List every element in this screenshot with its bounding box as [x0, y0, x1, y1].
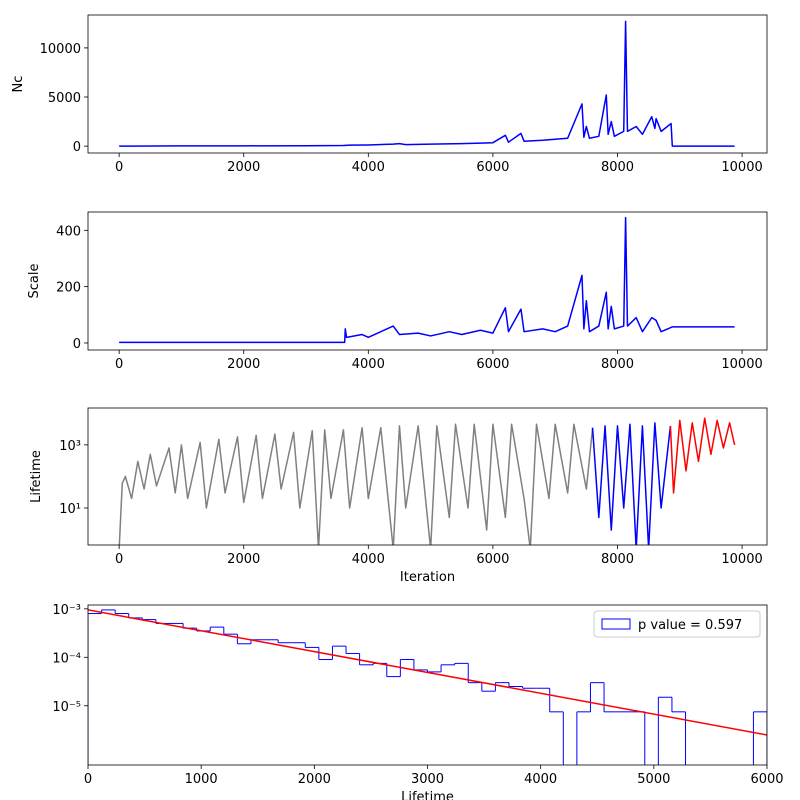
series-line: [119, 216, 735, 344]
axes-frame: [87, 14, 768, 154]
y-axis-label: Scale: [27, 264, 42, 299]
x-tick-label: 0: [115, 357, 123, 372]
fit-line: [88, 609, 767, 736]
x-tick-label: 2000: [227, 160, 260, 175]
y-axis-label: Nc: [11, 76, 26, 93]
x-tick-label: 2000: [298, 772, 331, 787]
x-axis-label: Lifetime: [401, 790, 454, 800]
x-tick-label: 4000: [352, 160, 385, 175]
x-tick-label: 0: [115, 552, 123, 567]
legend-label: p value = 0.597: [638, 618, 742, 633]
x-tick-label: 3000: [411, 772, 444, 787]
x-tick-label: 10000: [721, 552, 762, 567]
x-tick-label: 1000: [185, 772, 218, 787]
x-tick-label: 4000: [352, 357, 385, 372]
y-tick-label: 10000: [40, 42, 81, 57]
y-tick-label: 10⁻³: [52, 603, 81, 618]
x-axis-label: Iteration: [400, 570, 455, 585]
plot-area: [118, 417, 736, 545]
y-tick-label: 10³: [59, 439, 81, 454]
plot-area: [119, 216, 735, 344]
y-tick-label: 200: [56, 281, 81, 296]
x-tick-label: 2000: [227, 357, 260, 372]
axes-frame: [87, 407, 768, 546]
plot-area: [119, 20, 735, 147]
y-tick-label: 5000: [48, 91, 81, 106]
x-tick-label: 4000: [524, 772, 557, 787]
y-tick-label: 10⁻⁵: [52, 700, 81, 715]
series-line: [119, 20, 735, 147]
x-tick-label: 8000: [601, 552, 634, 567]
legend-box: [593, 610, 761, 638]
x-tick-label: 2000: [227, 552, 260, 567]
x-tick-label: 8000: [601, 160, 634, 175]
y-tick-label: 10⁻⁴: [52, 651, 81, 666]
x-tick-label: 10000: [721, 357, 762, 372]
plot-area: [88, 609, 767, 765]
series-line: [591, 422, 672, 545]
y-tick-label: 400: [56, 224, 81, 239]
x-tick-label: 6000: [476, 160, 509, 175]
axes-frame: [87, 211, 768, 351]
legend-swatch: [601, 618, 631, 630]
series-line: [118, 423, 594, 545]
y-tick-label: 0: [73, 140, 81, 155]
series-line: [669, 417, 736, 494]
x-tick-label: 0: [84, 772, 92, 787]
y-axis-label: Lifetime: [29, 450, 44, 503]
x-tick-label: 4000: [352, 552, 385, 567]
x-tick-label: 10000: [721, 160, 762, 175]
x-tick-label: 8000: [601, 357, 634, 372]
x-tick-label: 6000: [476, 552, 509, 567]
axes-frame: [87, 604, 768, 766]
y-tick-label: 0: [73, 337, 81, 352]
x-tick-label: 5000: [637, 772, 670, 787]
x-tick-label: 6000: [750, 772, 783, 787]
y-tick-label: 10¹: [59, 502, 81, 517]
x-tick-label: 6000: [476, 357, 509, 372]
x-tick-label: 0: [115, 160, 123, 175]
